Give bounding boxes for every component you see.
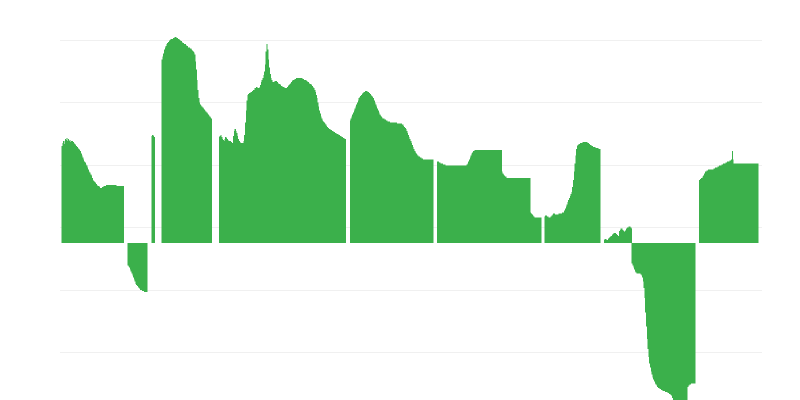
gridline (60, 102, 762, 103)
bar (61, 37, 759, 400)
gridline (60, 352, 762, 353)
bar-series-group (61, 37, 759, 400)
gridline (60, 40, 762, 41)
gridline (60, 290, 762, 291)
